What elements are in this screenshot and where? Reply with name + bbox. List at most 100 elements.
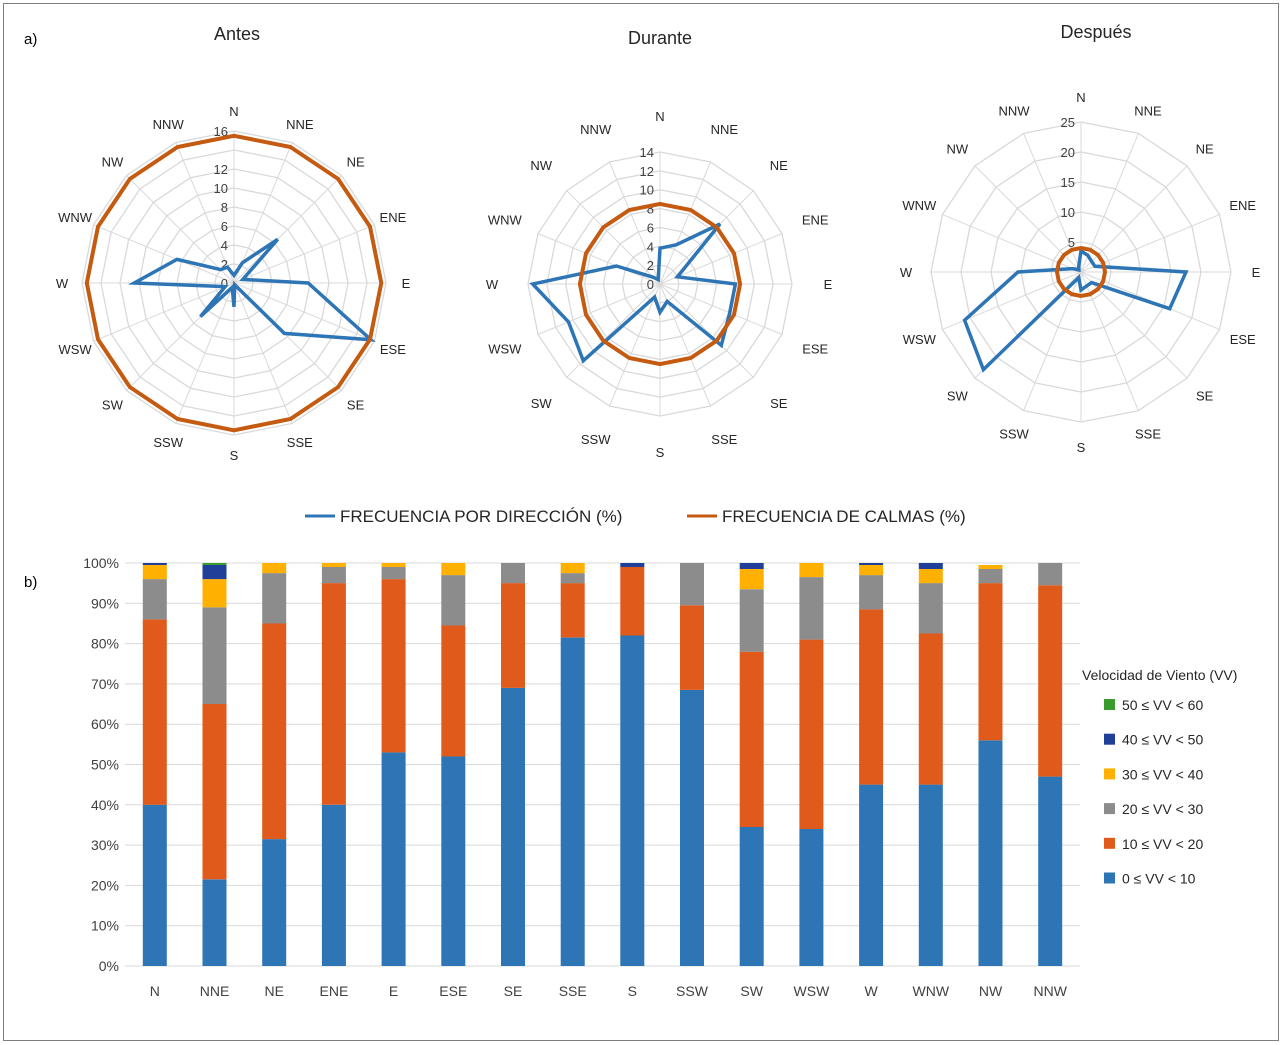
bar-segment-w-10-vv-20 (859, 609, 883, 784)
radar-tick-label: 4 (647, 239, 654, 254)
bar-segment-sw-10-vv-20 (740, 652, 764, 827)
radar-direction-label-nw: NW (530, 158, 552, 173)
radar-direction-label-sse: SSE (1135, 427, 1161, 442)
radar-chart-despues: Después 5 10 15 20 25N NNE NE ENE E ESE SE SSE S SSW SW… (900, 22, 1261, 455)
radar-tick-label: 4 (221, 238, 228, 253)
bar-segment-nw-30-vv-40 (979, 565, 1003, 569)
bar-category-label-ene: ENE (320, 983, 349, 999)
bar-segment-n-0-vv-10 (143, 805, 167, 966)
radar-direction-label-e: E (402, 276, 411, 291)
radar-direction-label-e: E (824, 277, 833, 292)
velocity-legend-label: 0 ≤ VV < 10 (1122, 871, 1196, 887)
bar-y-tick-label: 100% (83, 555, 119, 571)
radar-tick-label: 6 (221, 219, 228, 234)
bar-segment-ene-20-vv-30 (322, 567, 346, 583)
radar-direction-label-n: N (655, 109, 664, 124)
radar-direction-label-wnw: WNW (58, 210, 93, 225)
bar-segment-sw-20-vv-30 (740, 589, 764, 652)
radar-direction-label-nw: NW (946, 141, 968, 156)
bar-y-tick-label: 50% (91, 757, 119, 773)
radar-direction-label-s: S (230, 448, 239, 463)
velocity-legend-label: 50 ≤ VV < 60 (1122, 697, 1203, 713)
bar-segment-ene-30-vv-40 (322, 563, 346, 567)
radar-direction-label-nne: NNE (711, 122, 739, 137)
bar-y-tick-label: 70% (91, 676, 119, 692)
bar-segment-e-0-vv-10 (382, 752, 406, 966)
radar-series-direction (533, 224, 736, 361)
bar-segment-nne-20-vv-30 (203, 607, 227, 704)
bar-category-label-nw: NW (979, 983, 1003, 999)
velocity-legend-swatch-20-vv-30 (1104, 803, 1115, 814)
radar-direction-label-n: N (229, 104, 238, 119)
bar-y-tick-label: 90% (91, 595, 119, 611)
bar-category-label-ssw: SSW (676, 983, 709, 999)
bar-segment-nnw-0-vv-10 (1038, 777, 1062, 966)
radar-direction-label-se: SE (347, 398, 365, 413)
velocity-legend-swatch-10-vv-20 (1104, 838, 1115, 849)
radar-spoke (234, 283, 292, 423)
panel-label-a: a) (24, 31, 37, 48)
bar-segment-ne-30-vv-40 (262, 563, 286, 573)
bar-segment-nw-0-vv-10 (979, 740, 1003, 966)
radar-direction-label-ssw: SSW (999, 427, 1029, 442)
bar-segment-wnw-30-vv-40 (919, 569, 943, 583)
radar-series-direction (965, 251, 1186, 370)
radar-tick-label: 20 (1061, 145, 1075, 160)
bar-segment-nne-40-vv-50 (203, 565, 227, 579)
bar-segment-nne-30-vv-40 (203, 579, 227, 607)
bar-category-label-se: SE (504, 983, 523, 999)
radar-direction-label-w: W (56, 276, 69, 291)
radar-legend: FRECUENCIA POR DIRECCIÓN (%) FRECUENCIA … (305, 507, 966, 526)
radar-direction-label-sse: SSE (711, 432, 737, 447)
bar-category-label-wnw: WNW (913, 983, 950, 999)
bar-segment-wsw-10-vv-20 (799, 640, 823, 829)
velocity-legend-swatch-0-vv-10 (1104, 873, 1115, 884)
bar-segment-nw-10-vv-20 (979, 583, 1003, 740)
bar-segment-w-20-vv-30 (859, 575, 883, 609)
bar-segment-s-40-vv-50 (620, 563, 644, 567)
radar-title: Antes (214, 24, 260, 44)
bar-segment-w-40-vv-50 (859, 563, 883, 565)
radar-direction-label-nnw: NNW (998, 103, 1030, 118)
radar-direction-label-ne: NE (1196, 141, 1214, 156)
bar-segment-ssw-20-vv-30 (680, 563, 704, 605)
radar-direction-label-nw: NW (102, 154, 124, 169)
radar-direction-label-s: S (1077, 440, 1086, 455)
radar-tick-label: 15 (1061, 175, 1075, 190)
bar-y-tick-label: 20% (91, 877, 119, 893)
radar-direction-label-wsw: WSW (488, 341, 522, 356)
velocity-legend-title: Velocidad de Viento (VV) (1082, 667, 1237, 683)
radar-direction-label-n: N (1076, 90, 1085, 105)
bar-segment-sse-0-vv-10 (561, 638, 585, 966)
radar-direction-label-sse: SSE (287, 435, 313, 450)
radar-direction-label-se: SE (1196, 389, 1214, 404)
bar-segment-ese-0-vv-10 (441, 756, 465, 966)
bar-segment-ne-10-vv-20 (262, 624, 286, 840)
bar-segment-nne-10-vv-20 (203, 704, 227, 879)
bar-category-label-sw: SW (740, 983, 763, 999)
bar-category-label-w: W (864, 983, 878, 999)
bar-segment-ssw-0-vv-10 (680, 690, 704, 966)
bar-segment-ene-0-vv-10 (322, 805, 346, 966)
radar-tick-label: 8 (221, 200, 228, 215)
bar-segment-w-30-vv-40 (859, 565, 883, 575)
bar-y-tick-label: 60% (91, 716, 119, 732)
bar-y-tick-label: 40% (91, 797, 119, 813)
bar-segment-ese-20-vv-30 (441, 575, 465, 625)
bar-segment-ese-30-vv-40 (441, 563, 465, 575)
bar-segment-wnw-40-vv-50 (919, 563, 943, 569)
radar-direction-label-wnw: WNW (488, 213, 523, 228)
bar-segment-n-40-vv-50 (143, 563, 167, 565)
bar-segment-e-10-vv-20 (382, 579, 406, 752)
bar-segment-n-10-vv-20 (143, 619, 167, 804)
bar-y-tick-label: 80% (91, 636, 119, 652)
radar-direction-label-ene: ENE (380, 210, 407, 225)
bar-segment-ene-10-vv-20 (322, 583, 346, 805)
radar-chart-durante: Durante02468101214NNNENEENEEESESESSESSSW… (486, 28, 833, 460)
radar-direction-label-nnw: NNW (580, 122, 612, 137)
velocity-legend-label: 10 ≤ VV < 20 (1122, 836, 1203, 852)
bar-segment-ssw-10-vv-20 (680, 605, 704, 690)
radar-direction-label-sw: SW (947, 389, 969, 404)
radar-direction-label-ese: ESE (802, 341, 828, 356)
radar-direction-label-sw: SW (102, 398, 124, 413)
